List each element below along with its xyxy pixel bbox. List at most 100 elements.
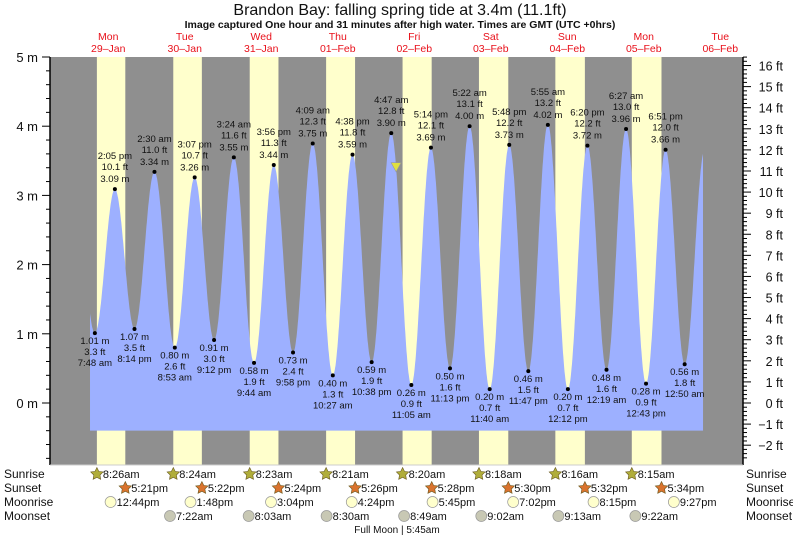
moonrise-time: 9:27pm bbox=[680, 497, 717, 509]
sunset-time: 5:34pm bbox=[667, 483, 704, 495]
moonrise-row-label-left: Moonrise bbox=[4, 495, 54, 509]
right-tick-label: 11 ft bbox=[760, 165, 784, 179]
sunset-icon bbox=[424, 480, 439, 494]
low-tide-point bbox=[92, 331, 97, 336]
right-tick-label: −1 ft bbox=[758, 418, 783, 432]
high-tide-ft-label: 11.3 ft bbox=[261, 138, 287, 149]
low-tide-ft-label: 3.3 ft bbox=[84, 347, 105, 358]
low-tide-time-label: 11:47 pm bbox=[509, 396, 548, 407]
low-tide-m-label: 0.73 m bbox=[278, 355, 307, 366]
left-tick-label: 1 m bbox=[16, 327, 38, 342]
low-tide-time-label: 12:19 am bbox=[587, 395, 627, 406]
low-tide-m-label: 0.91 m bbox=[200, 343, 229, 354]
day-date-label: 04–Feb bbox=[549, 43, 585, 55]
low-tide-ft-label: 1.9 ft bbox=[243, 377, 264, 388]
high-tide-ft-label: 12.0 ft bbox=[652, 123, 679, 134]
day-date-label: 06–Feb bbox=[702, 43, 738, 55]
high-tide-time-label: 4:09 am bbox=[296, 106, 330, 117]
moonset-time: 8:30am bbox=[333, 511, 370, 523]
sunrise-time: 8:23am bbox=[256, 469, 293, 481]
high-tide-ft-label: 11.6 ft bbox=[221, 130, 247, 141]
low-tide-time-label: 9:58 pm bbox=[276, 377, 310, 388]
low-tide-time-label: 11:40 am bbox=[470, 414, 509, 425]
moonrise-time: 3:04pm bbox=[277, 497, 314, 509]
low-tide-ft-label: 0.9 ft bbox=[635, 398, 656, 409]
high-tide-m-label: 3.55 m bbox=[219, 142, 248, 153]
right-tick-label: 13 ft bbox=[759, 123, 784, 137]
low-tide-m-label: 0.28 m bbox=[632, 387, 661, 398]
moonset-icon bbox=[552, 510, 565, 522]
chart-subtitle: Image captured One hour and 31 minutes a… bbox=[185, 19, 616, 31]
sun-moon-rows: Sunrise Sunrise 8:26am 8:24am 8:23am 8:21am 8:… bbox=[4, 466, 793, 536]
high-tide-point bbox=[152, 169, 157, 174]
low-tide-time-label: 7:48 am bbox=[78, 358, 112, 369]
low-tide-time-label: 12:12 pm bbox=[548, 414, 588, 425]
high-tide-time-label: 5:55 am bbox=[531, 87, 565, 98]
day-date-label: 29–Jan bbox=[91, 43, 126, 55]
low-tide-ft-label: 0.7 ft bbox=[479, 403, 500, 414]
moonrise-icon bbox=[668, 496, 680, 508]
moonset-time: 8:49am bbox=[410, 511, 447, 523]
low-tide-point bbox=[212, 338, 217, 343]
day-name-label: Tue bbox=[176, 31, 194, 43]
high-tide-point bbox=[389, 131, 394, 136]
moonrise-icon bbox=[345, 496, 358, 508]
low-tide-m-label: 0.58 m bbox=[240, 366, 269, 377]
low-tide-point bbox=[291, 350, 296, 355]
low-tide-point bbox=[330, 373, 335, 378]
low-tide-time-label: 10:27 am bbox=[313, 400, 353, 411]
low-tide-time-label: 9:12 pm bbox=[197, 365, 231, 376]
day-name-label: Sun bbox=[558, 31, 577, 43]
low-tide-time-label: 11:13 pm bbox=[431, 393, 470, 404]
day-date-label: 05–Feb bbox=[626, 43, 662, 55]
high-tide-point bbox=[545, 122, 550, 127]
right-tick-label: 2 ft bbox=[766, 355, 784, 369]
high-tide-time-label: 4:38 pm bbox=[335, 117, 369, 128]
low-tide-point bbox=[604, 367, 609, 372]
high-tide-m-label: 3.66 m bbox=[651, 135, 680, 146]
low-tide-point bbox=[409, 383, 414, 388]
low-tide-point bbox=[526, 369, 531, 374]
high-tide-time-label: 4:47 am bbox=[374, 95, 408, 106]
high-tide-m-label: 3.75 m bbox=[298, 129, 327, 140]
high-tide-m-label: 3.44 m bbox=[259, 150, 288, 161]
low-tide-point bbox=[172, 345, 177, 350]
sunset-icon bbox=[195, 480, 209, 494]
high-tide-point bbox=[663, 147, 668, 152]
day-name-label: Thu bbox=[329, 31, 347, 43]
right-tick-label: 1 ft bbox=[766, 376, 784, 390]
low-tide-m-label: 1.01 m bbox=[80, 336, 109, 347]
low-tide-ft-label: 3.0 ft bbox=[204, 354, 225, 365]
sunrise-icon bbox=[472, 466, 486, 480]
left-tick-label: 3 m bbox=[16, 188, 38, 203]
high-tide-m-label: 3.09 m bbox=[100, 174, 129, 185]
day-date-label: 01–Feb bbox=[320, 43, 356, 55]
plot-area bbox=[50, 57, 743, 465]
day-name-label: Sat bbox=[483, 31, 499, 43]
moonrise-time: 12:44pm bbox=[117, 497, 160, 509]
high-tide-m-label: 3.26 m bbox=[180, 162, 209, 173]
sunset-time: 5:22pm bbox=[208, 483, 245, 495]
high-tide-ft-label: 13.0 ft bbox=[613, 102, 640, 113]
high-tide-ft-label: 12.8 ft bbox=[378, 106, 405, 117]
high-tide-ft-label: 12.2 ft bbox=[496, 118, 523, 129]
sunrise-time: 8:21am bbox=[332, 469, 369, 481]
sunrise-icon bbox=[166, 466, 181, 480]
low-tide-point bbox=[448, 366, 453, 371]
sunset-time: 5:30pm bbox=[514, 483, 551, 495]
moonset-time: 8:03am bbox=[255, 511, 292, 523]
high-tide-time-label: 2:05 pm bbox=[98, 151, 132, 162]
sunrise-time: 8:15am bbox=[638, 469, 675, 481]
left-tick-label: 2 m bbox=[16, 258, 38, 273]
day-date-label: 30–Jan bbox=[168, 43, 203, 55]
sunrise-icon bbox=[548, 466, 563, 480]
sunset-icon bbox=[348, 480, 362, 494]
low-tide-time-label: 8:14 pm bbox=[117, 354, 151, 365]
high-tide-time-label: 3:07 pm bbox=[178, 139, 212, 150]
moonrise-time: 4:24pm bbox=[358, 497, 395, 509]
high-tide-ft-label: 12.1 ft bbox=[418, 121, 445, 132]
moonset-time: 9:13am bbox=[564, 511, 601, 523]
high-tide-time-label: 6:27 am bbox=[609, 91, 643, 102]
low-tide-time-label: 8:53 am bbox=[158, 373, 192, 384]
